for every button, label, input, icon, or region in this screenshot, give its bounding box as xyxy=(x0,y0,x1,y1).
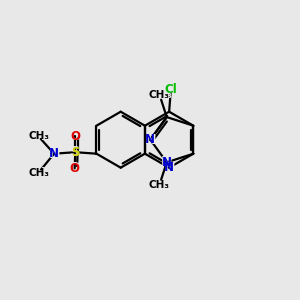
Text: N: N xyxy=(161,155,172,169)
Text: N: N xyxy=(163,161,175,175)
Text: O: O xyxy=(69,129,81,143)
Text: N: N xyxy=(145,133,156,147)
Text: CH₃: CH₃ xyxy=(27,166,52,179)
Text: O: O xyxy=(70,162,80,175)
Text: CH₃: CH₃ xyxy=(147,88,172,101)
Text: N: N xyxy=(49,147,59,160)
Text: O: O xyxy=(70,130,80,142)
Text: S: S xyxy=(70,145,80,159)
Text: Cl: Cl xyxy=(163,82,178,96)
Text: CH₃: CH₃ xyxy=(27,130,52,142)
Text: N: N xyxy=(164,161,174,174)
Text: S: S xyxy=(71,146,80,159)
Text: N: N xyxy=(162,156,172,169)
Text: CH₃: CH₃ xyxy=(29,131,50,141)
Text: CH₃: CH₃ xyxy=(149,180,170,190)
Text: O: O xyxy=(69,161,81,176)
Text: CH₃: CH₃ xyxy=(29,168,50,178)
Text: N: N xyxy=(145,133,155,146)
Text: CH₃: CH₃ xyxy=(147,178,172,191)
Text: CH₃: CH₃ xyxy=(149,90,170,100)
Text: Cl: Cl xyxy=(164,82,177,95)
Text: N: N xyxy=(48,147,60,161)
